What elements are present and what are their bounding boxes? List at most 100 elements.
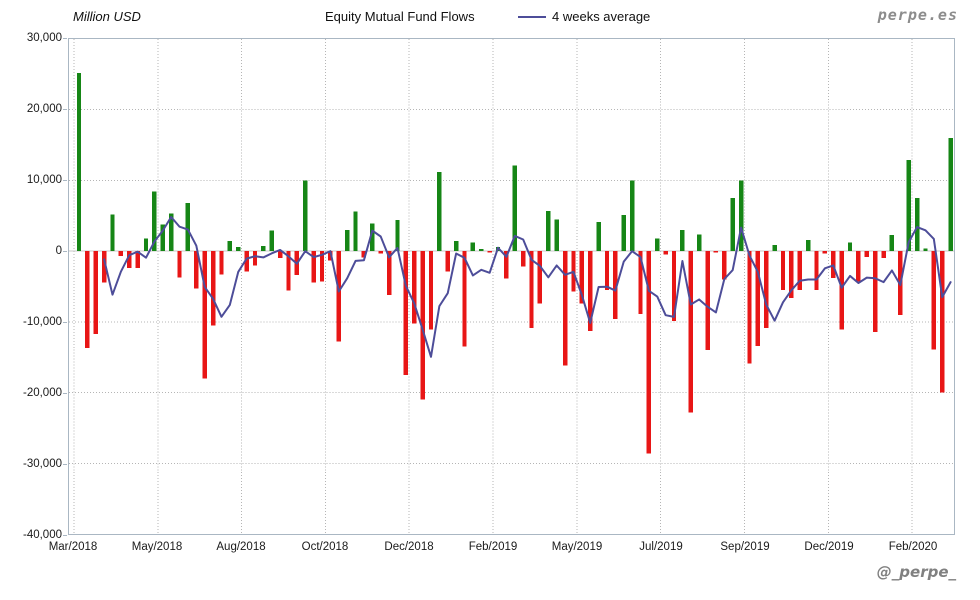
flow-bar (789, 251, 794, 298)
flow-bar (856, 251, 861, 282)
legend-label: 4 weeks average (552, 9, 651, 24)
flow-bar (378, 251, 383, 254)
flow-bar (638, 251, 643, 315)
flow-bar (403, 251, 409, 375)
y-tick-mark (63, 535, 67, 536)
flows-chart (69, 39, 954, 534)
flow-bar (764, 251, 769, 329)
flow-bar (621, 215, 626, 252)
flow-bar (487, 251, 492, 253)
flow-bar (437, 171, 442, 252)
flow-bar (847, 242, 853, 252)
flow-bar (244, 251, 249, 272)
flow-bar (152, 191, 157, 252)
flow-bar (194, 251, 199, 289)
flow-bar (663, 251, 668, 255)
x-tick-label: Dec/2019 (804, 541, 854, 553)
flow-bar (453, 240, 459, 252)
flow-bar (931, 251, 937, 350)
flow-bar (889, 235, 895, 252)
x-tick-label: Jul/2019 (639, 541, 683, 553)
y-tick-mark (63, 180, 67, 181)
flow-bar (646, 251, 652, 454)
flow-bar (948, 138, 953, 252)
flow-bar (696, 234, 702, 252)
flow-bar (738, 180, 744, 252)
flow-bar (671, 251, 677, 322)
flow-bar (412, 251, 417, 324)
x-tick-label: Aug/2018 (216, 541, 266, 553)
flow-bar (680, 229, 685, 252)
flow-bar (655, 238, 660, 252)
x-tick-label: May/2019 (551, 541, 603, 553)
flow-bar (118, 251, 124, 257)
flow-bar (906, 159, 911, 252)
flow-bar (370, 223, 375, 252)
flow-bar (470, 242, 476, 252)
flow-bar (520, 251, 526, 267)
flow-bar (168, 213, 174, 252)
flow-bar (747, 251, 752, 364)
flow-bar (814, 251, 819, 291)
x-tick-label: Oct/2018 (301, 541, 349, 553)
flow-bar (780, 251, 786, 291)
watermark-site: perpe.es (877, 6, 958, 24)
flow-bar (881, 251, 886, 259)
flow-bar (688, 251, 693, 413)
y-tick-label: 10,000 (26, 174, 62, 186)
flow-bar (445, 251, 450, 272)
flow-bar (252, 251, 258, 266)
y-tick-mark (63, 109, 67, 110)
x-tick-label: Sep/2019 (720, 541, 770, 553)
average-line (103, 215, 952, 358)
flow-bar (562, 251, 568, 366)
flow-bar (596, 222, 601, 252)
flow-bar (822, 251, 828, 254)
flow-bar (336, 251, 341, 342)
flow-bar (143, 238, 149, 252)
flow-bar (127, 251, 132, 269)
flow-bar (864, 251, 869, 257)
flow-bar (722, 251, 727, 280)
y-tick-label: 0 (55, 245, 62, 257)
flow-bar (185, 203, 191, 252)
y-tick-label: 20,000 (26, 103, 62, 115)
x-tick-label: Dec/2018 (384, 541, 434, 553)
flow-bar (85, 251, 90, 349)
flow-bar (604, 251, 610, 291)
flow-bar (805, 240, 811, 252)
x-tick-label: May/2018 (131, 541, 183, 553)
flow-bar (537, 251, 543, 304)
flow-bar (210, 251, 216, 326)
flow-bar (202, 251, 207, 379)
flow-bar (554, 219, 559, 252)
y-tick-label: -20,000 (22, 387, 62, 399)
flow-bar (361, 251, 367, 258)
flow-bar (839, 251, 844, 330)
flow-bar (755, 251, 761, 346)
flow-bar (386, 251, 392, 295)
x-tick-label: Feb/2020 (888, 541, 938, 553)
flow-bar (227, 241, 233, 252)
x-tick-label: Feb/2019 (468, 541, 518, 553)
flow-bar (353, 211, 358, 252)
y-tick-mark (63, 464, 67, 465)
flow-bar (395, 220, 400, 252)
flow-bar (319, 251, 325, 282)
flow-bar (420, 251, 425, 400)
flow-bar (923, 248, 928, 252)
flow-bar (512, 165, 517, 252)
y-tick-label: -10,000 (22, 316, 62, 328)
flow-bar (110, 214, 115, 252)
flow-bar (261, 245, 266, 252)
flow-bar (462, 251, 467, 347)
flow-bar (303, 180, 308, 252)
flow-bar (772, 245, 777, 252)
flow-bar (101, 251, 107, 283)
y-tick-mark (63, 393, 67, 394)
flow-bar (504, 251, 509, 279)
flow-bar (713, 251, 719, 253)
y-tick-label: 30,000 (26, 32, 62, 44)
y-tick-mark (63, 322, 67, 323)
y-tick-label: -30,000 (22, 458, 62, 470)
